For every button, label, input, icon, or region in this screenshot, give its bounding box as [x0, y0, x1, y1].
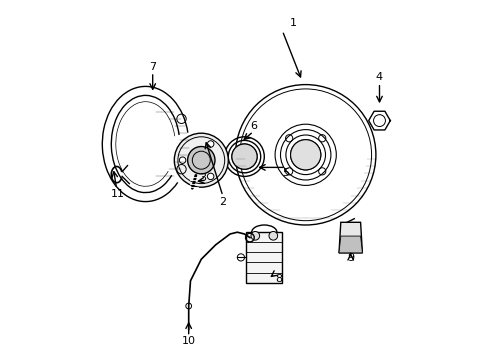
Text: 5: 5 — [282, 168, 289, 178]
Circle shape — [290, 140, 320, 170]
Circle shape — [179, 157, 185, 163]
Circle shape — [250, 231, 259, 240]
Polygon shape — [338, 222, 362, 253]
Text: 10: 10 — [182, 336, 195, 346]
Bar — [246, 232, 282, 283]
Circle shape — [268, 231, 277, 240]
Text: 4: 4 — [375, 72, 382, 82]
Text: 11: 11 — [111, 189, 124, 199]
Text: 3: 3 — [199, 173, 206, 183]
Text: 7: 7 — [149, 62, 156, 72]
Text: 2: 2 — [219, 197, 226, 207]
Text: 1: 1 — [289, 18, 296, 28]
Text: 6: 6 — [249, 121, 257, 131]
Circle shape — [231, 144, 257, 169]
Circle shape — [207, 141, 213, 147]
Text: 8: 8 — [275, 274, 282, 284]
Circle shape — [207, 173, 213, 180]
Polygon shape — [338, 236, 362, 253]
Text: 9: 9 — [346, 253, 353, 264]
Circle shape — [187, 147, 215, 174]
Circle shape — [174, 133, 228, 187]
